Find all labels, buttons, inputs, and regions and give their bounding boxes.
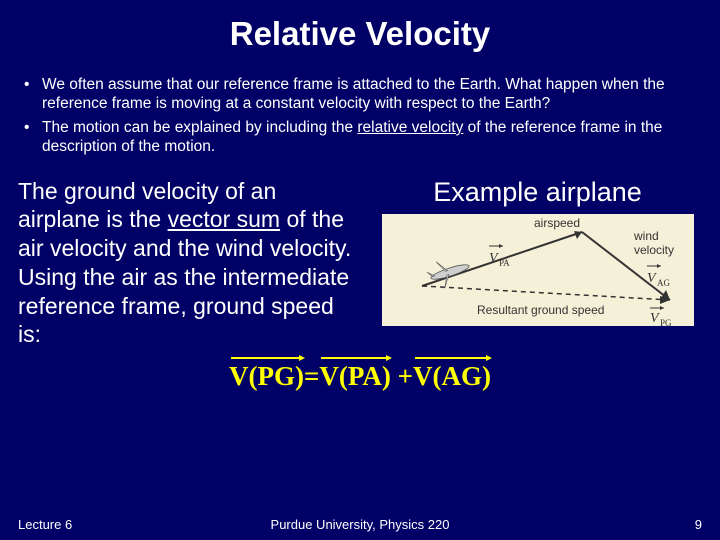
para-underline: vector sum [168, 206, 280, 232]
bullet-list: We often assume that our reference frame… [18, 75, 702, 157]
svg-text:AG: AG [657, 278, 670, 288]
plus-sign: + [391, 361, 413, 391]
vec-vpa: V(PA) [319, 361, 390, 392]
example-column: Example airplane [373, 177, 702, 326]
eq-sign: = [304, 361, 319, 391]
example-title: Example airplane [433, 177, 642, 208]
content-row: The ground velocity of an airplane is th… [18, 177, 702, 350]
svg-text:V: V [647, 271, 657, 286]
equation: V(PG)=V(PA) +V(AG) [18, 361, 702, 392]
label-airspeed: airspeed [534, 216, 580, 230]
svg-text:velocity: velocity [634, 243, 674, 257]
page-title: Relative Velocity [18, 15, 702, 53]
svg-text:PG: PG [660, 318, 672, 326]
bullet-text: We often assume that our reference frame… [42, 76, 665, 112]
svg-text:wind: wind [633, 229, 659, 243]
label-resultant: Resultant ground speed [477, 303, 604, 317]
vec-vpg: V(PG) [229, 361, 304, 392]
bullet-text-pre: The motion can be explained by including… [42, 119, 357, 136]
svg-text:V: V [650, 311, 660, 326]
vec-vag: V(AG) [413, 361, 491, 392]
bullet-text-underline: relative velocity [357, 119, 463, 136]
footer-right: 9 [695, 517, 702, 532]
airplane-diagram: airspeed wind velocity Resultant ground … [382, 214, 694, 326]
footer-center: Purdue University, Physics 220 [271, 517, 450, 532]
body-paragraph: The ground velocity of an airplane is th… [18, 177, 363, 350]
footer-left: Lecture 6 [18, 517, 72, 532]
footer: Lecture 6 Purdue University, Physics 220… [0, 517, 720, 532]
svg-text:PA: PA [499, 258, 510, 268]
slide: Relative Velocity We often assume that o… [0, 0, 720, 540]
svg-text:V: V [489, 251, 499, 266]
bullet-item: We often assume that our reference frame… [42, 75, 702, 114]
bullet-item: The motion can be explained by including… [42, 118, 702, 157]
